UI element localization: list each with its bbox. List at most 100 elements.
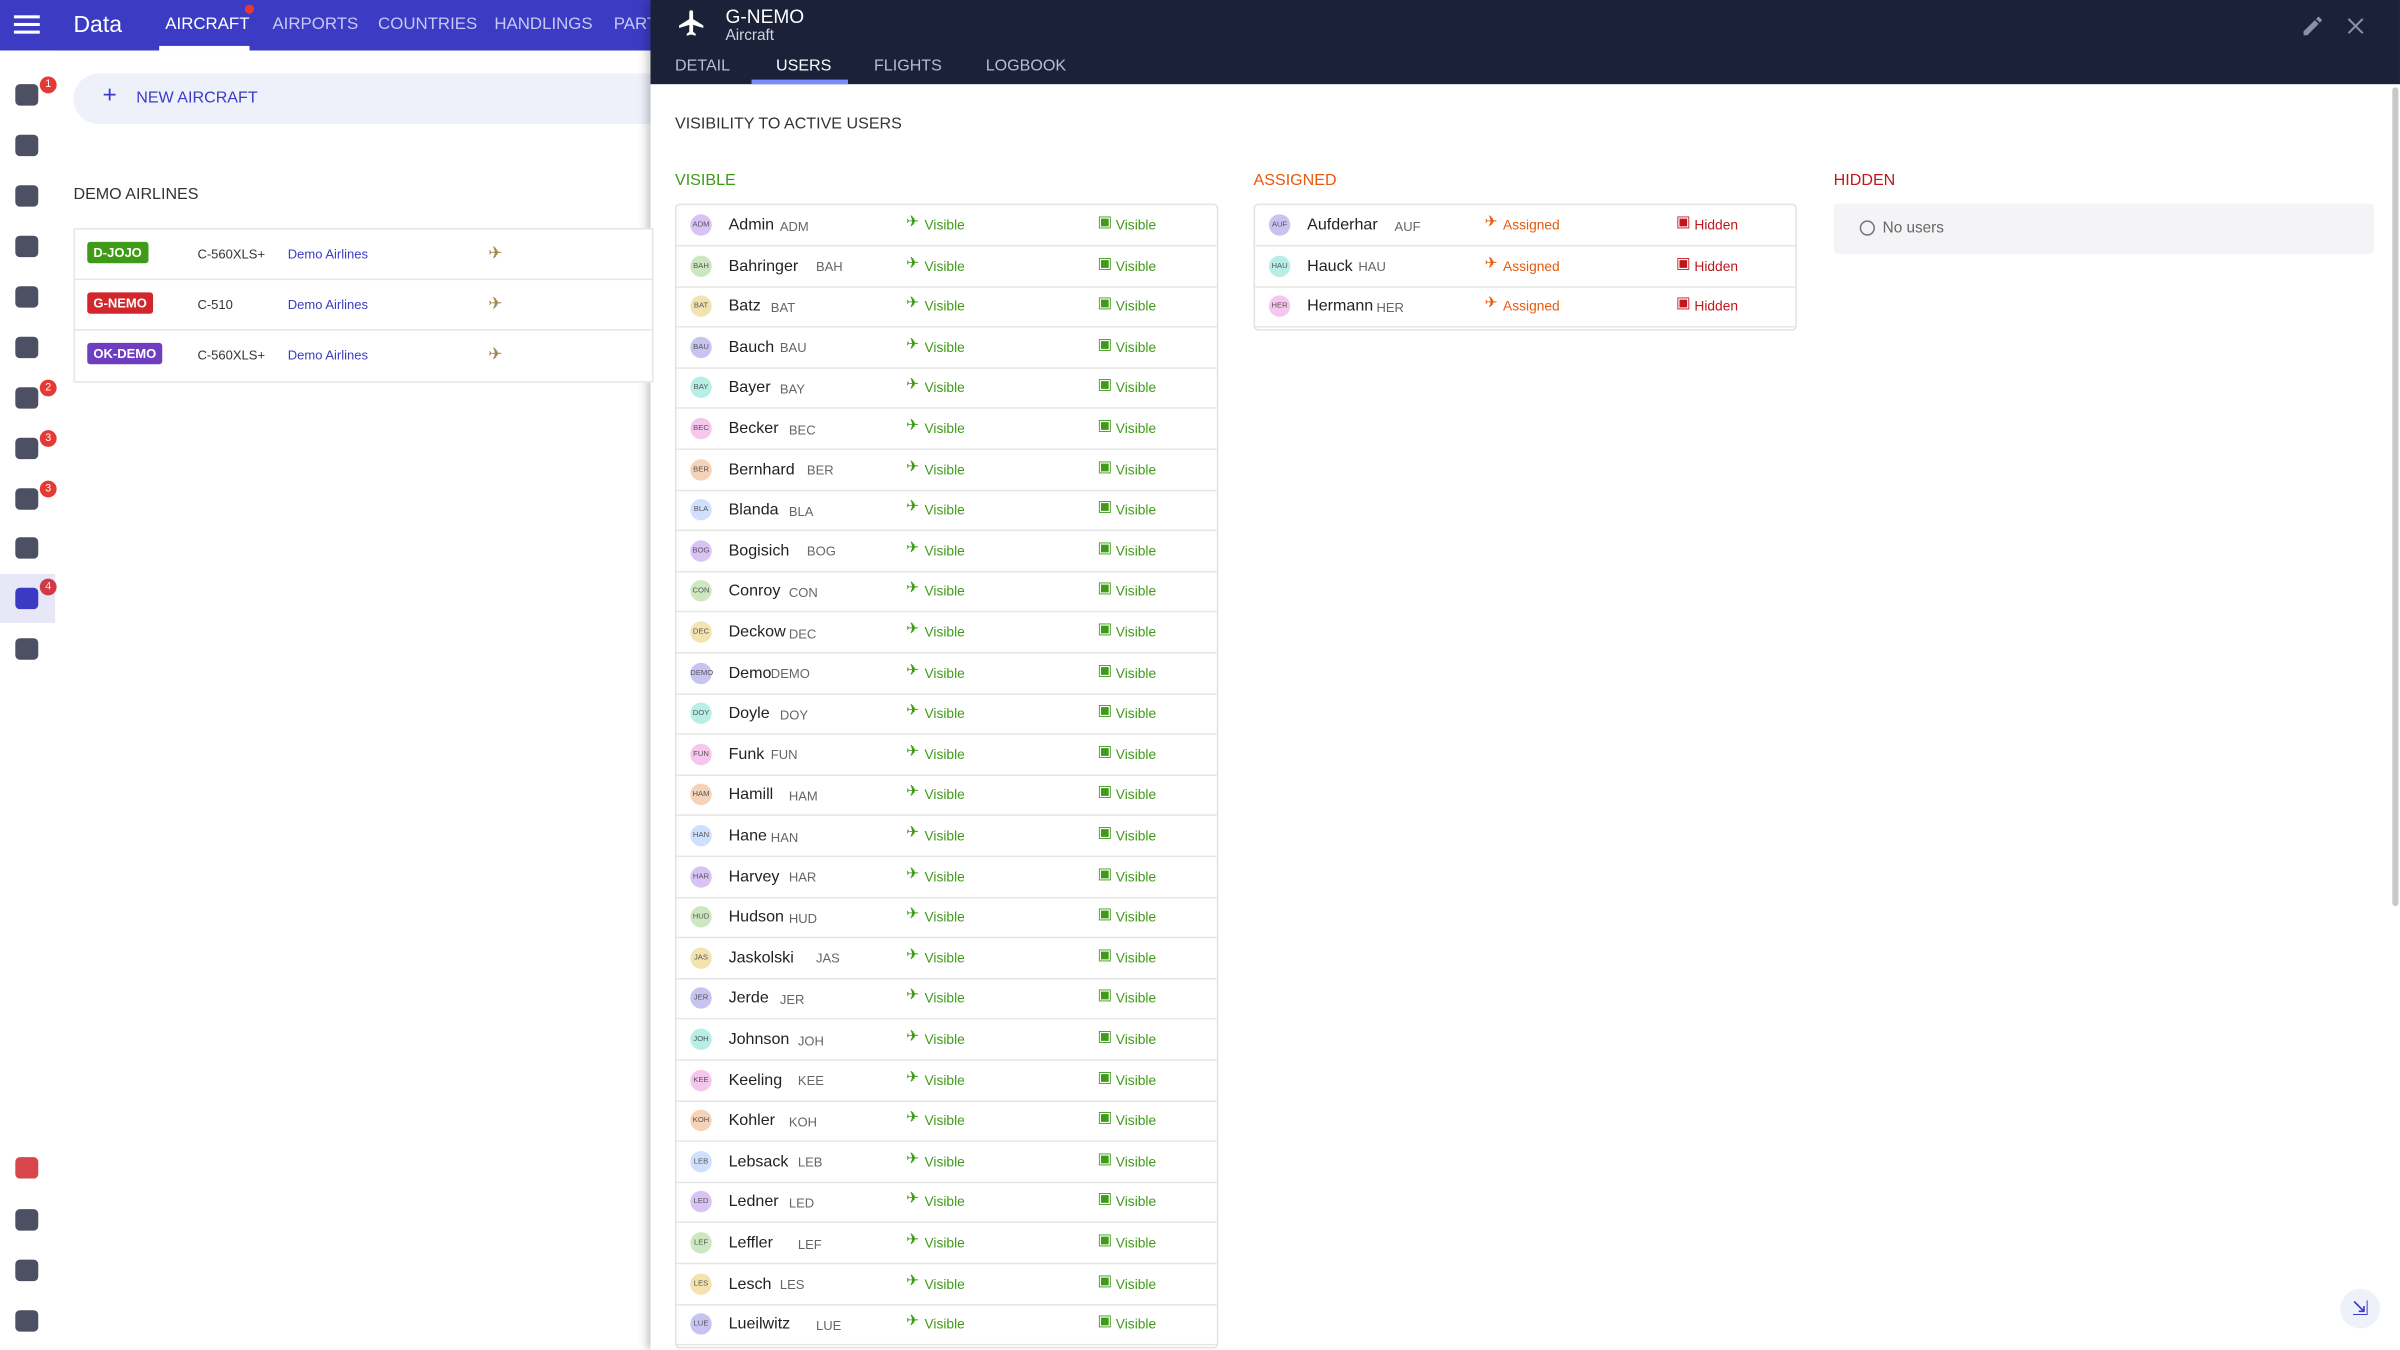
- user-row[interactable]: LEB Lebsack LEB ✈ Visible ▣ Visible: [676, 1142, 1217, 1183]
- status-icon: ✈: [906, 1150, 919, 1168]
- user-code: HER: [1376, 299, 1404, 315]
- user-row[interactable]: AUF Aufderhar AUF ✈ Assigned ▣ Hidden: [1255, 205, 1796, 247]
- sidebar-icon[interactable]: [15, 336, 39, 359]
- status-label: Visible: [1115, 624, 1157, 640]
- status-label: Visible: [1115, 746, 1157, 762]
- panel-tab[interactable]: LOGBOOK: [985, 56, 1067, 75]
- menu-icon[interactable]: [13, 14, 42, 35]
- operator-link[interactable]: Demo Airlines: [287, 347, 369, 363]
- status-icon: ▣: [1097, 702, 1112, 720]
- user-row[interactable]: BLA Blanda BLA ✈ Visible ▣ Visible: [676, 490, 1217, 532]
- status-label: Hidden: [1694, 217, 1739, 233]
- status-icon: ✈: [906, 580, 919, 598]
- sidebar-icon[interactable]: [15, 638, 39, 660]
- nav-tab[interactable]: AIRPORTS: [272, 15, 359, 34]
- user-row[interactable]: JOH Johnson JOH ✈ Visible ▣ Visible: [676, 1019, 1217, 1061]
- user-row[interactable]: LEF Leffler LEF ✈ Visible ▣ Visible: [676, 1223, 1217, 1265]
- sidebar-icon[interactable]: [15, 286, 39, 308]
- scrollbar[interactable]: [2392, 87, 2399, 907]
- status-icon: ✈: [906, 1232, 919, 1249]
- user-row[interactable]: BOG Bogisich BOG ✈ Visible ▣ Visible: [676, 531, 1217, 573]
- aircraft-row[interactable]: D-JOJO C-560XLS+ Demo Airlines ✈: [73, 228, 654, 282]
- edit-button[interactable]: [2300, 14, 2324, 38]
- user-code: JOH: [797, 1032, 824, 1048]
- status-icon: ▣: [1097, 621, 1112, 639]
- sidebar-icon[interactable]: [15, 235, 39, 258]
- sidebar-icon[interactable]: [15, 587, 39, 610]
- user-row[interactable]: BAT Batz BAT ✈ Visible ▣ Visible: [676, 287, 1217, 328]
- sidebar-icon[interactable]: [15, 537, 39, 559]
- nav-tab[interactable]: HANDLINGS: [494, 15, 593, 34]
- status-label: Visible: [1115, 990, 1157, 1007]
- close-button[interactable]: [2343, 14, 2367, 38]
- nav-tab[interactable]: COUNTRIES: [378, 15, 478, 34]
- user-row[interactable]: FUN Funk FUN ✈ Visible ▣ Visible: [676, 734, 1217, 776]
- user-name: Hane: [728, 826, 767, 845]
- user-row[interactable]: BAY Bayer BAY ✈ Visible ▣ Visible: [676, 368, 1217, 410]
- user-row[interactable]: DEMO Demo DEMO ✈ Visible ▣ Visible: [676, 653, 1217, 695]
- aircraft-row[interactable]: G-NEMO C-510 Demo Airlines ✈: [73, 278, 654, 333]
- nav-tab[interactable]: PART: [613, 15, 658, 34]
- user-row[interactable]: DOY Doyle DOY ✈ Visible ▣ Visible: [676, 694, 1217, 735]
- sidebar-icon[interactable]: [15, 437, 39, 460]
- user-row[interactable]: JER Jerde JER ✈ Visible ▣ Visible: [676, 979, 1217, 1020]
- user-row[interactable]: DEC Deckow DEC ✈ Visible ▣ Visible: [676, 612, 1217, 654]
- sidebar-icon[interactable]: [15, 1209, 39, 1231]
- user-row[interactable]: ADM Admin ADM ✈ Visible ▣ Visible: [676, 205, 1217, 247]
- sidebar-icon[interactable]: [15, 185, 39, 207]
- status-icon: ▣: [1676, 295, 1691, 313]
- user-row[interactable]: CON Conroy CON ✈ Visible ▣ Visible: [676, 572, 1217, 613]
- user-row[interactable]: LES Lesch LES ✈ Visible ▣ Visible: [676, 1264, 1217, 1305]
- user-code: LES: [779, 1276, 805, 1292]
- sidebar-icon[interactable]: [15, 84, 39, 106]
- nav-tab[interactable]: AIRCRAFT: [165, 15, 250, 34]
- status-icon: ▣: [1097, 214, 1112, 232]
- user-row[interactable]: HAN Hane HAN ✈ Visible ▣ Visible: [676, 816, 1217, 858]
- sidebar-icon[interactable]: [15, 1157, 39, 1179]
- panel-tab[interactable]: DETAIL: [674, 56, 731, 75]
- sidebar-icon[interactable]: [15, 134, 39, 157]
- sidebar-icon[interactable]: [15, 387, 39, 409]
- user-row[interactable]: KOH Kohler KOH ✈ Visible ▣ Visible: [676, 1101, 1217, 1143]
- status-label: Visible: [1115, 665, 1157, 681]
- user-row[interactable]: HUD Hudson HUD ✈ Visible ▣ Visible: [676, 897, 1217, 939]
- status-icon: ✈: [906, 539, 919, 557]
- panel-tab[interactable]: FLIGHTS: [873, 56, 942, 75]
- user-row[interactable]: LED Ledner LED ✈ Visible ▣ Visible: [676, 1182, 1217, 1224]
- user-row[interactable]: BEC Becker BEC ✈ Visible ▣ Visible: [676, 409, 1217, 450]
- operator-link[interactable]: Demo Airlines: [287, 246, 369, 262]
- user-row[interactable]: BER Bernhard BER ✈ Visible ▣ Visible: [676, 449, 1217, 491]
- sidebar-icon[interactable]: [15, 1259, 39, 1282]
- user-row[interactable]: JAS Jaskolski JAS ✈ Visible ▣ Visible: [676, 938, 1217, 980]
- sidebar-icon[interactable]: [15, 1310, 39, 1332]
- status-label: Visible: [1115, 217, 1157, 233]
- user-row[interactable]: LUE Lueilwitz LUE ✈ Visible ▣ Visible: [676, 1304, 1217, 1346]
- user-name: Hudson: [728, 907, 784, 927]
- user-row[interactable]: HAU Hauck HAU ✈ Assigned ▣ Hidden: [1255, 246, 1796, 288]
- avatar: HUD: [690, 906, 712, 928]
- sidebar-icon[interactable]: [15, 488, 39, 510]
- user-row[interactable]: KEE Keeling KEE ✈ Visible ▣ Visible: [676, 1060, 1217, 1102]
- panel-tab[interactable]: USERS: [776, 56, 832, 75]
- empty-box: No users: [1833, 203, 2374, 255]
- aircraft-row[interactable]: OK-DEMO C-560XLS+ Demo Airlines ✈: [73, 329, 654, 383]
- status-icon: ✈: [1484, 295, 1498, 313]
- status-icon: ✈: [906, 784, 919, 802]
- status-icon: ▣: [1097, 1191, 1112, 1209]
- user-row[interactable]: HAM Hamill HAM ✈ Visible ▣ Visible: [676, 775, 1217, 817]
- user-row[interactable]: HAR Harvey HAR ✈ Visible ▣ Visible: [676, 857, 1217, 898]
- status-label: Visible: [924, 583, 965, 600]
- operator-link[interactable]: Demo Airlines: [287, 296, 369, 313]
- detail-panel: G-NEMO Aircraft DETAIL USERS FLIGHTS LOGBOO…: [650, 0, 2400, 1350]
- avatar: LEB: [690, 1150, 712, 1173]
- status-label: Visible: [924, 746, 965, 762]
- avatar: KOH: [690, 1109, 712, 1132]
- new-aircraft-button[interactable]: + NEW AIRCRAFT: [73, 73, 671, 124]
- user-row[interactable]: HER Hermann HER ✈ Assigned ▣ Hidden: [1255, 287, 1796, 328]
- status-label: Visible: [1115, 1275, 1157, 1292]
- user-name: Blanda: [728, 500, 779, 520]
- help-button[interactable]: ⇲: [2340, 1288, 2381, 1329]
- user-row[interactable]: BAU Bauch BAU ✈ Visible ▣ Visible: [676, 327, 1217, 369]
- user-row[interactable]: BAH Bahringer BAH ✈ Visible ▣ Visible: [676, 246, 1217, 288]
